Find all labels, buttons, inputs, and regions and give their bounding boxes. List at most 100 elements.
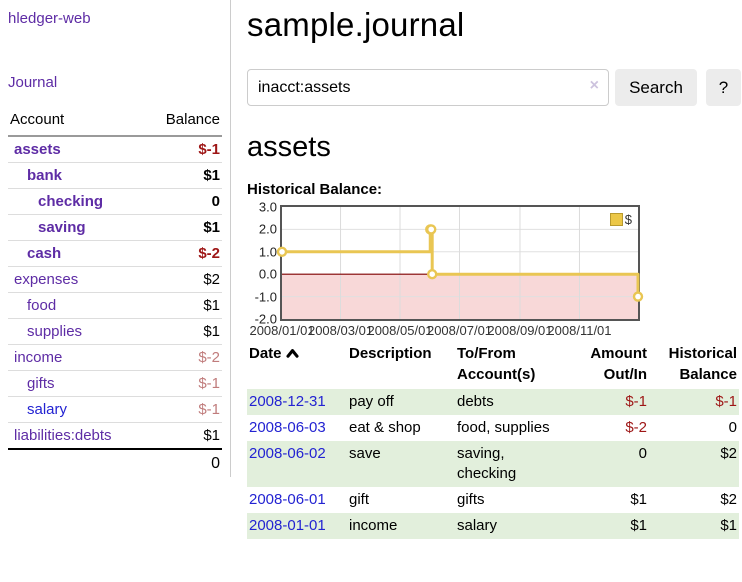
sidebar-account-link[interactable]: checking: [38, 193, 104, 210]
x-tick-label: 2008/05/01: [367, 323, 433, 338]
txn-amount: 0: [638, 445, 647, 462]
x-tick-label: 2008/07/01: [426, 323, 493, 338]
account-balance: $-1: [144, 396, 222, 423]
sidebar-account-link[interactable]: salary: [27, 401, 68, 418]
transaction-row: 2008-12-31 pay off debts $-1 $-1: [247, 389, 739, 415]
account-balance: $-1: [198, 141, 220, 158]
sidebar-nav: Journal: [8, 74, 222, 92]
x-tick-label: 2008/03/01: [307, 323, 374, 338]
txn-description: eat & shop: [349, 419, 421, 436]
sidebar-account-link[interactable]: food: [27, 297, 57, 314]
sidebar: hledger-web Journal Account Balance asse…: [0, 0, 231, 477]
txn-date-link[interactable]: 2008-06-03: [249, 419, 326, 436]
txn-description: save: [349, 445, 381, 462]
txn-balance: $2: [720, 491, 737, 508]
sidebar-account-link[interactable]: expenses: [14, 271, 79, 288]
txn-description: income: [349, 517, 398, 534]
txn-balance: $2: [720, 445, 737, 462]
account-row: salary $-1: [8, 396, 222, 423]
account-row: gifts $-1: [8, 370, 222, 397]
sidebar-item-journal[interactable]: Journal: [8, 74, 58, 91]
register-rows: 2008-12-31 pay off debts $-1 $-1 2008-06-03 ea…: [247, 389, 739, 539]
y-tick-label: 2.0: [258, 221, 277, 237]
clear-search-icon[interactable]: ×: [589, 77, 599, 94]
chart-y-axis-labels: 3.0 2.0 1.0 0.0 -1.0 -2.0: [247, 200, 280, 327]
transaction-row: 2008-01-01 income salary $1 $1: [247, 513, 739, 539]
search-box: ×: [247, 69, 609, 106]
page-title: sample.journal: [247, 6, 465, 43]
txn-description: pay off: [349, 393, 394, 410]
brand-link[interactable]: hledger-web: [8, 10, 91, 27]
legend-swatch-icon: [609, 213, 623, 226]
x-tick-label: 2008/11/01: [547, 323, 612, 338]
accounts-total-row: 0: [8, 448, 222, 477]
txn-amount: $-1: [625, 393, 647, 410]
txn-accounts: food, supplies: [457, 419, 550, 436]
txn-date-link[interactable]: 2008-06-01: [249, 491, 326, 508]
app: hledger-web Journal Account Balance asse…: [0, 0, 742, 539]
txn-accounts: salary: [457, 517, 498, 534]
register-header-accounts: To/From Account(s): [457, 345, 536, 383]
sidebar-account-link[interactable]: cash: [27, 245, 62, 262]
account-heading: assets: [247, 131, 331, 163]
register-header-description[interactable]: Description: [349, 345, 432, 362]
sort-asc-icon[interactable]: [285, 344, 299, 365]
legend-label: $: [624, 212, 632, 227]
account-balance: $-2: [144, 344, 222, 371]
sidebar-account-link[interactable]: liabilities:debts: [14, 427, 112, 444]
transaction-row: 2008-06-01 gift gifts $1 $2: [247, 487, 739, 513]
accounts-header-account: Account: [8, 107, 145, 137]
account-row: assets $-1: [8, 136, 222, 163]
account-row: bank $1: [8, 162, 222, 189]
transaction-row: 2008-06-02 save saving, checking 0 $2: [247, 441, 739, 487]
historical-balance-chart: 3.0 2.0 1.0 0.0 -1.0 -2.0 $ 2008/01/01 2008/03…: [247, 200, 741, 338]
sidebar-account-link[interactable]: supplies: [27, 323, 83, 340]
txn-date-link[interactable]: 2008-06-02: [249, 445, 326, 462]
sidebar-account-link[interactable]: bank: [27, 167, 63, 184]
account-rows: assets $-1 bank $1 checking 0 saving $1 cash $-2 e…: [8, 136, 222, 449]
sidebar-account-link[interactable]: gifts: [27, 375, 55, 392]
help-button[interactable]: ?: [706, 69, 741, 106]
sidebar-account-link[interactable]: saving: [38, 219, 86, 236]
accounts-header-balance: Balance: [144, 107, 222, 137]
balance-chart-svg: [276, 207, 644, 319]
account-balance: $1: [144, 422, 222, 449]
chart-legend: $: [609, 212, 632, 227]
x-tick-label: 2008/09/01: [487, 323, 553, 338]
main-panel: sample.journal × Search ? assets Histori…: [231, 0, 742, 539]
chart-plot-area: $ 2008/01/01 2008/03/01 2008/05/01 2008/07/…: [249, 205, 644, 338]
y-tick-label: -2.0: [254, 311, 277, 327]
txn-date-link[interactable]: 2008-12-31: [249, 393, 326, 410]
txn-date-link[interactable]: 2008-01-01: [249, 517, 326, 534]
account-row: expenses $2: [8, 266, 222, 293]
y-tick-label: 1.0: [258, 244, 277, 260]
x-tick-label: 2008/01/01: [249, 323, 315, 338]
txn-accounts: gifts: [457, 491, 485, 508]
y-tick-label: 3.0: [258, 199, 277, 215]
txn-description: gift: [349, 491, 370, 508]
search-row: × Search ?: [247, 69, 741, 106]
sidebar-account-link[interactable]: income: [14, 349, 63, 366]
search-input[interactable]: [247, 69, 609, 106]
sidebar-account-link[interactable]: assets: [14, 141, 61, 158]
account-row: food $1: [8, 292, 222, 319]
register-header-date[interactable]: Date: [247, 341, 347, 389]
txn-amount: $-2: [625, 419, 647, 436]
y-tick-label: 0.0: [258, 266, 277, 282]
account-row: supplies $1: [8, 318, 222, 345]
register-table: Date Description To/From Account(s) Amou…: [247, 341, 739, 539]
account-row: income $-2: [8, 344, 222, 371]
register-header-amount: Amount Out/In: [590, 345, 647, 383]
account-balance: $1: [144, 292, 222, 319]
txn-balance: 0: [728, 419, 737, 436]
account-balance: $1: [144, 162, 222, 189]
txn-balance: $1: [720, 517, 737, 534]
account-balance: $-1: [144, 370, 222, 397]
txn-balance: $-1: [715, 393, 737, 410]
search-button[interactable]: Search: [615, 69, 697, 106]
account-row: checking 0: [8, 188, 222, 215]
account-row: liabilities:debts $1: [8, 422, 222, 449]
y-tick-label: -1.0: [254, 289, 277, 305]
register-header-balance: Historical Balance: [668, 345, 737, 383]
account-balance: $1: [144, 318, 222, 345]
